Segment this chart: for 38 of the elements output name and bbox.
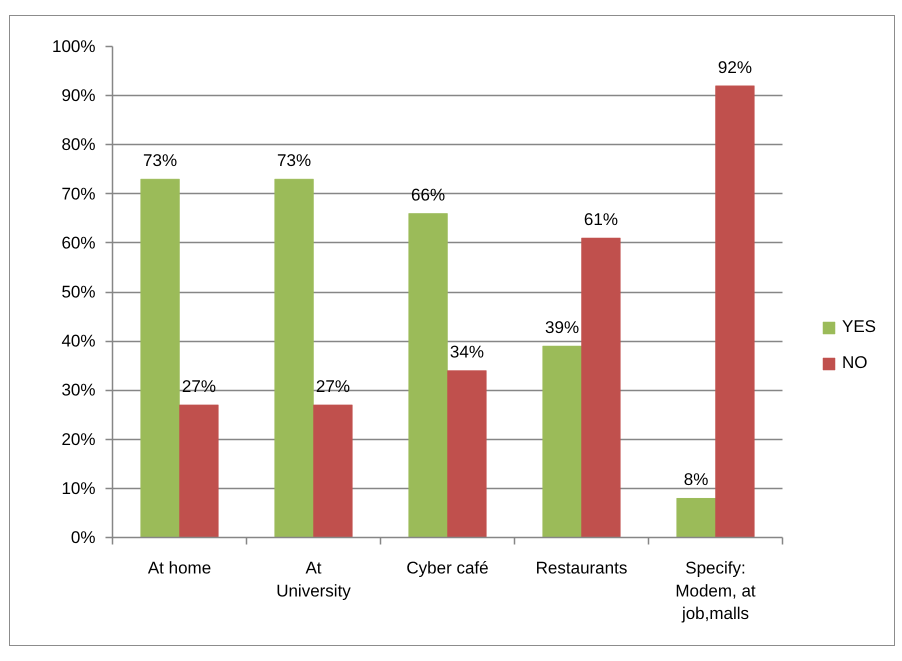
y-tick-label: 20% xyxy=(61,430,96,449)
data-label: 27% xyxy=(316,376,350,396)
data-label: 92% xyxy=(718,58,752,77)
data-label: 66% xyxy=(411,185,446,204)
x-tick-label: Cyber café xyxy=(406,558,489,578)
bar xyxy=(542,346,582,538)
bar xyxy=(676,498,716,538)
data-label: 34% xyxy=(450,342,484,362)
data-label: 39% xyxy=(545,318,580,338)
y-tick-label: 100% xyxy=(52,37,96,56)
bar xyxy=(313,404,353,538)
y-tick-label: 30% xyxy=(61,380,96,400)
x-tick-label: At University xyxy=(276,558,352,600)
bar xyxy=(715,86,755,538)
legend-label: YES xyxy=(842,317,876,337)
bar xyxy=(274,178,314,538)
data-label: 73% xyxy=(277,151,312,170)
y-tick-label: 60% xyxy=(61,233,96,252)
y-tick-label: 70% xyxy=(61,184,96,204)
data-label: 27% xyxy=(182,376,216,396)
x-tick-label: Restaurants xyxy=(536,558,628,578)
y-tick-label: 0% xyxy=(70,528,96,547)
y-tick-label: 10% xyxy=(61,478,96,498)
bar xyxy=(447,370,487,538)
legend-label: NO xyxy=(842,353,868,373)
y-tick-label: 40% xyxy=(61,332,96,351)
x-tick-label: Specify: Modem, at job,malls xyxy=(675,558,756,624)
data-label: 8% xyxy=(684,470,708,490)
bar xyxy=(581,238,621,538)
bar xyxy=(140,178,180,538)
data-label: 61% xyxy=(584,210,618,229)
data-label: 73% xyxy=(143,151,178,170)
x-tick-label: At home xyxy=(148,558,212,578)
bar xyxy=(408,213,448,538)
y-tick-label: 90% xyxy=(61,86,96,106)
y-tick-label: 50% xyxy=(61,282,96,302)
bar xyxy=(179,404,219,538)
y-tick-label: 80% xyxy=(61,135,96,154)
